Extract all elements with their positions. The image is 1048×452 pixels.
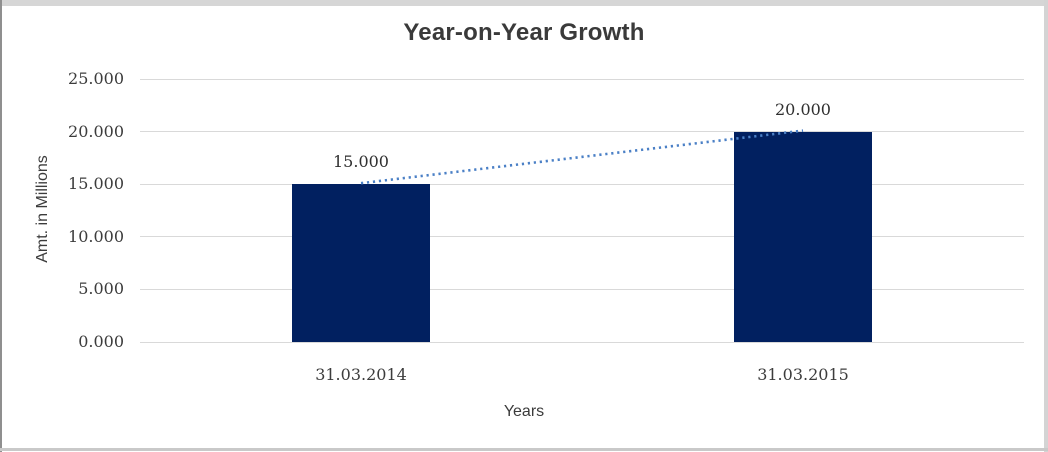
y-tick-label: 20.000 bbox=[68, 121, 124, 141]
data-label: 15.000 bbox=[333, 152, 389, 172]
window-border-top bbox=[0, 0, 1048, 6]
y-tick-label: 5.000 bbox=[78, 279, 124, 299]
category-label: 31.03.2014 bbox=[315, 365, 407, 384]
category-label: 31.03.2015 bbox=[757, 365, 849, 384]
bar-31.03.2015 bbox=[734, 131, 872, 342]
y-tick-label: 15.000 bbox=[68, 174, 124, 194]
chart-title: Year-on-Year Growth bbox=[403, 19, 645, 46]
gridline-0.000 bbox=[140, 341, 1024, 343]
gridline-25.000 bbox=[140, 78, 1024, 80]
y-tick-label: 25.000 bbox=[68, 69, 124, 88]
window-border-right bbox=[1044, 0, 1048, 452]
window-border-left bbox=[0, 0, 2, 452]
y-tick-label: 0.000 bbox=[78, 332, 124, 351]
bar-31.03.2014 bbox=[292, 184, 430, 342]
x-axis-title: Years bbox=[503, 403, 545, 420]
window-border-bottom bbox=[0, 448, 1048, 451]
gridline-5.000 bbox=[140, 288, 1024, 290]
data-label: 20.000 bbox=[775, 99, 831, 119]
gridline-15.000 bbox=[140, 183, 1024, 185]
gridline-20.000 bbox=[140, 131, 1024, 133]
y-tick-label: 10.000 bbox=[68, 226, 124, 246]
gridline-10.000 bbox=[140, 236, 1024, 238]
